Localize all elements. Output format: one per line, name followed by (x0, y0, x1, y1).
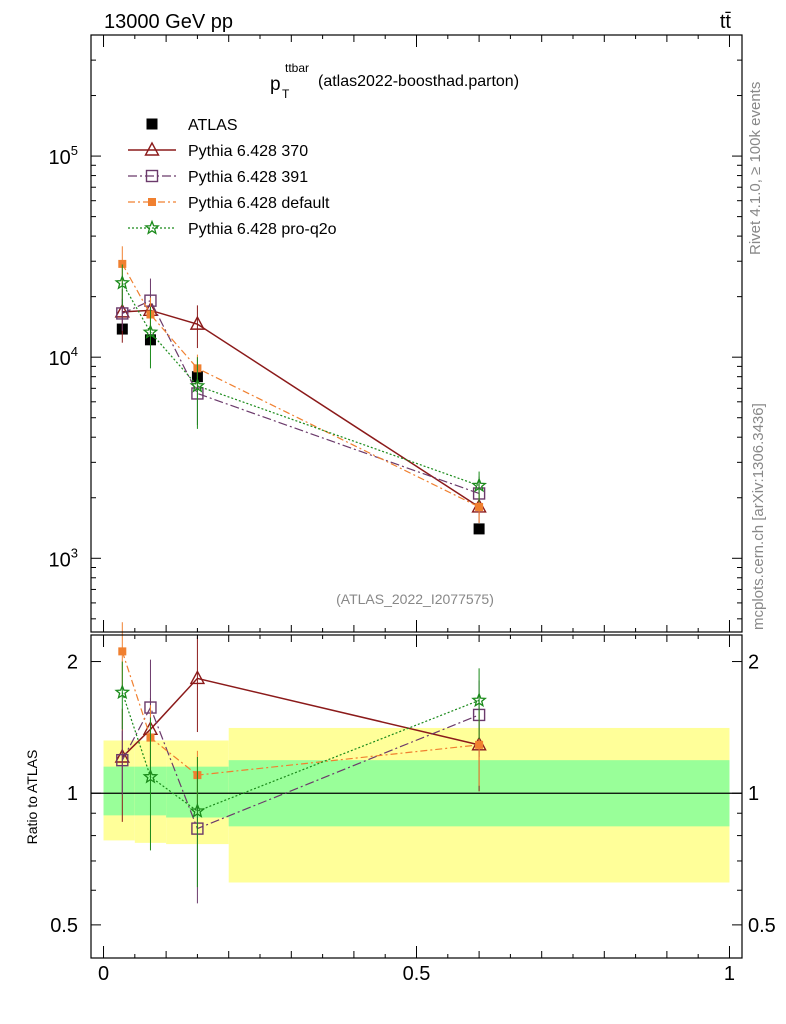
data-point (471, 477, 487, 493)
marker-shape (144, 141, 160, 156)
ratio-y-tick-label-left: 0.5 (50, 915, 78, 937)
ratio-series-line (121, 692, 480, 812)
marker-shape (145, 169, 159, 183)
mcplots-credit-label: mcplots.cern.ch [arXiv:1306.3436] (750, 403, 767, 630)
data-point (189, 377, 206, 393)
legend-label: Pythia 6.428 370 (188, 143, 308, 160)
main-panel-series (114, 246, 487, 535)
series-pyq2o (114, 264, 487, 503)
series-line (121, 263, 480, 508)
ratio-y-tick-label-left: 1 (67, 783, 78, 805)
series-py391 (116, 278, 486, 515)
data-point (475, 502, 484, 511)
series-line (122, 309, 480, 508)
ratio-y-tick-label-right: 2 (748, 652, 759, 674)
ratio-point (118, 647, 127, 656)
data-point (473, 523, 485, 535)
ratio-point (142, 768, 159, 784)
title-subscript: T (282, 87, 290, 101)
ratio-y-tick-label-right: 1 (748, 783, 759, 805)
legend-label: Pythia 6.428 default (188, 195, 330, 212)
legend-marker (144, 219, 160, 235)
ratio-series-pyq2o (114, 661, 487, 888)
title-rest: (atlas2022-boosthad.parton) (318, 73, 519, 90)
marker-shape (473, 523, 485, 535)
data-point (116, 307, 129, 320)
y-tick-label: 103 (49, 545, 78, 571)
marker-shape (118, 259, 127, 268)
rivet-version-label: Rivet 4.1.0, ≥ 100k events (747, 82, 764, 255)
legend-label: ATLAS (188, 117, 238, 134)
x-tick-label: 1 (724, 963, 735, 985)
marker-shape (118, 647, 127, 656)
y-tick-label: 104 (49, 344, 78, 370)
marker-shape (142, 323, 159, 339)
marker-shape (116, 753, 129, 767)
ratio-y-axis-label: Ratio to ATLAS (24, 750, 40, 845)
title-main: p (270, 74, 281, 95)
marker-shape (475, 502, 484, 511)
series-py370 (114, 289, 487, 523)
marker-shape (114, 684, 131, 700)
marker-shape (189, 669, 206, 685)
title-superscript: ttbar (285, 61, 309, 75)
ratio-y-tick-label-left: 2 (67, 652, 78, 674)
legend-marker (144, 141, 160, 156)
ratio-series-line (121, 677, 480, 758)
ratio-series-line (121, 706, 480, 830)
data-point (189, 315, 206, 330)
marker-shape (189, 377, 206, 393)
marker-shape (116, 307, 129, 320)
ratio-point (189, 802, 206, 818)
axes: 103 104 105 0.5 0.5 1 1 2 2 0 0.5 1 (49, 34, 776, 985)
marker-shape (471, 692, 487, 708)
x-tick-label: 0.5 (403, 963, 431, 985)
ratio-band-inner (103, 766, 135, 816)
legend-marker (145, 169, 159, 183)
series-pydefault (118, 246, 484, 523)
ratio-series-line (121, 651, 480, 776)
ratio-point (475, 740, 484, 749)
legend: ATLAS Pythia 6.428 370 Pythia 6.428 391 Pyt… (128, 117, 337, 238)
legend-label: Pythia 6.428 391 (188, 169, 308, 186)
x-tick-label: 0 (98, 963, 109, 985)
data-point (118, 259, 127, 268)
marker-shape (475, 740, 484, 749)
marker-shape (142, 768, 159, 784)
analysis-id-label: (ATLAS_2022_I2077575) (336, 591, 494, 607)
data-point (142, 323, 159, 339)
legend-entry-py391: Pythia 6.428 391 (128, 169, 308, 186)
marker-shape (471, 477, 487, 493)
series-line (122, 299, 480, 495)
ratio-point (114, 684, 131, 700)
legend-marker (146, 118, 158, 130)
series-atlas (116, 323, 485, 535)
marker-shape (189, 802, 206, 818)
data-point (114, 274, 131, 290)
energy-label: 13000 GeV pp (104, 11, 233, 33)
legend-label: Pythia 6.428 pro-q2o (188, 221, 337, 238)
legend-entry-pydefault: Pythia 6.428 default (128, 195, 330, 212)
marker-shape (146, 118, 158, 130)
marker-shape (148, 198, 156, 206)
plot-title: p ttbar T (atlas2022-boosthad.parton) (270, 61, 519, 101)
ratio-y-tick-label-right: 0.5 (748, 915, 776, 937)
marker-shape (114, 274, 131, 290)
ratio-point (116, 753, 129, 767)
marker-shape (189, 315, 206, 330)
y-tick-label: 105 (49, 143, 78, 169)
legend-marker (148, 198, 156, 206)
series-line (121, 282, 480, 487)
ratio-point (189, 669, 206, 685)
ratio-panel-series (114, 622, 487, 904)
marker-shape (144, 219, 160, 235)
ratio-point (471, 692, 487, 708)
legend-entry-py370: Pythia 6.428 370 (128, 141, 308, 160)
legend-entry-atlas: ATLAS (146, 117, 238, 134)
process-label: tt̄ (720, 11, 732, 33)
legend-entry-pyq2o: Pythia 6.428 pro-q2o (128, 219, 337, 238)
